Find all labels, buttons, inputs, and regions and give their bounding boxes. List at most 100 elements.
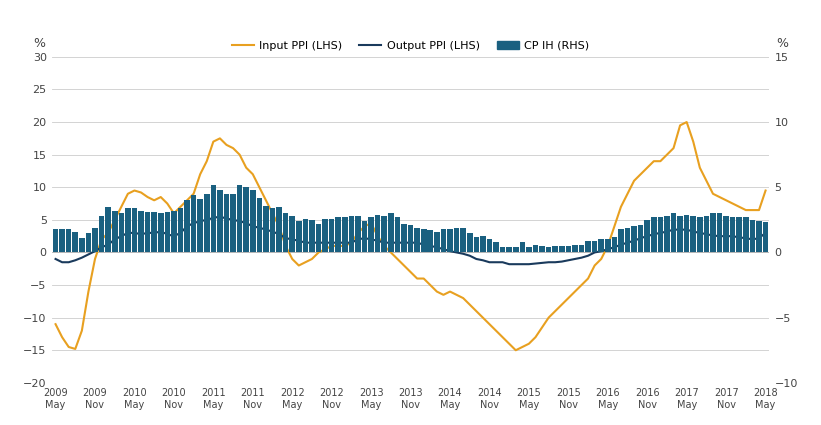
Bar: [223, 194, 229, 252]
Bar: [441, 229, 447, 252]
Bar: [434, 232, 440, 252]
Bar: [125, 208, 131, 252]
Bar: [270, 208, 275, 252]
Bar: [585, 241, 591, 252]
Bar: [480, 235, 486, 252]
Bar: [118, 213, 124, 252]
Bar: [415, 228, 420, 252]
Bar: [250, 190, 255, 252]
Bar: [342, 217, 347, 252]
Bar: [158, 213, 163, 252]
Bar: [566, 246, 571, 252]
Bar: [618, 229, 624, 252]
Bar: [684, 215, 690, 252]
Bar: [99, 216, 104, 252]
Bar: [79, 238, 85, 252]
Bar: [592, 241, 598, 252]
Text: %: %: [33, 37, 45, 50]
Bar: [723, 216, 729, 252]
Bar: [138, 211, 144, 252]
Bar: [474, 237, 479, 252]
Bar: [72, 232, 78, 252]
Input PPI (LHS): [511, 348, 521, 353]
Bar: [310, 220, 314, 252]
Bar: [355, 216, 360, 252]
Output PPI (LHS): [255, 225, 264, 230]
Bar: [730, 217, 736, 252]
Bar: [546, 247, 552, 252]
Bar: [277, 207, 282, 252]
Bar: [264, 206, 268, 252]
Bar: [421, 229, 426, 252]
Bar: [539, 246, 545, 252]
Bar: [59, 229, 65, 252]
Output PPI (LHS): [530, 261, 540, 266]
Bar: [230, 194, 236, 252]
Bar: [677, 216, 683, 252]
Bar: [644, 220, 650, 252]
Input PPI (LHS): [51, 322, 61, 327]
Bar: [349, 216, 354, 252]
Bar: [408, 225, 413, 252]
Bar: [53, 229, 58, 252]
Bar: [388, 213, 393, 252]
Bar: [447, 229, 453, 252]
Input PPI (LHS): [438, 292, 448, 298]
Bar: [236, 184, 242, 252]
Legend: Input PPI (LHS), Output PPI (LHS), CP IH (RHS): Input PPI (LHS), Output PPI (LHS), CP IH…: [227, 37, 594, 55]
Bar: [631, 227, 637, 252]
Bar: [625, 228, 631, 252]
Bar: [190, 195, 196, 252]
Bar: [197, 199, 203, 252]
Bar: [717, 213, 722, 252]
Bar: [743, 217, 749, 252]
Bar: [572, 245, 578, 252]
Output PPI (LHS): [504, 262, 514, 267]
Output PPI (LHS): [103, 242, 113, 247]
Bar: [736, 217, 742, 252]
Bar: [690, 216, 696, 252]
Input PPI (LHS): [103, 230, 113, 235]
Input PPI (LHS): [760, 188, 770, 193]
Bar: [112, 211, 117, 252]
Bar: [375, 215, 380, 252]
Bar: [303, 218, 308, 252]
Bar: [92, 228, 98, 252]
Line: Input PPI (LHS): Input PPI (LHS): [56, 122, 765, 350]
Bar: [323, 218, 328, 252]
Bar: [85, 233, 91, 252]
Bar: [533, 245, 539, 252]
Output PPI (LHS): [438, 246, 448, 252]
Input PPI (LHS): [432, 289, 442, 294]
Line: Output PPI (LHS): Output PPI (LHS): [56, 217, 765, 264]
Bar: [290, 216, 295, 252]
Bar: [105, 207, 111, 252]
Bar: [710, 213, 716, 252]
Bar: [217, 190, 222, 252]
Bar: [487, 239, 493, 252]
Bar: [507, 247, 512, 252]
Input PPI (LHS): [524, 341, 534, 346]
Output PPI (LHS): [51, 256, 61, 261]
Text: %: %: [776, 37, 788, 50]
Bar: [204, 194, 209, 252]
Bar: [144, 212, 150, 252]
Bar: [520, 242, 525, 252]
Bar: [256, 198, 262, 252]
Bar: [756, 221, 762, 252]
Bar: [664, 216, 670, 252]
Bar: [605, 239, 611, 252]
Bar: [704, 216, 709, 252]
Bar: [296, 221, 301, 252]
Bar: [243, 187, 249, 252]
Bar: [671, 213, 677, 252]
Bar: [66, 229, 71, 252]
Bar: [151, 212, 157, 252]
Output PPI (LHS): [445, 249, 455, 254]
Bar: [210, 184, 216, 252]
Bar: [329, 218, 334, 252]
Bar: [362, 221, 367, 252]
Input PPI (LHS): [287, 256, 297, 261]
Bar: [131, 208, 137, 252]
Bar: [750, 220, 755, 252]
